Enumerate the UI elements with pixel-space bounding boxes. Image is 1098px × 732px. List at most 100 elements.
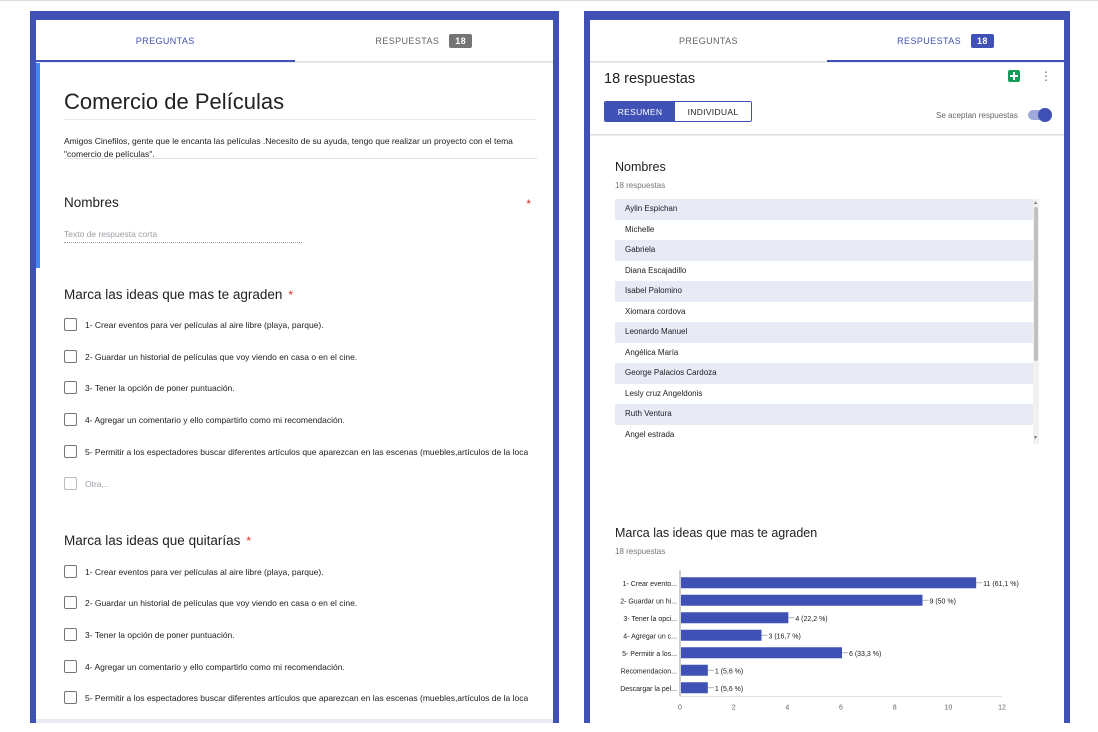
title-card[interactable]: Comercio de Películas Amigos Cinefilos, …: [36, 63, 553, 268]
list-item: Lesly cruz Angeldonis: [625, 388, 703, 398]
required-mark: *: [288, 288, 294, 302]
panel-frame-top: [30, 11, 559, 20]
option-label: 2- Guardar un historial de películas que…: [85, 597, 358, 608]
data-label: 3 (16,7 %): [769, 633, 801, 640]
accepting-responses-toggle[interactable]: [1028, 108, 1052, 122]
checkbox-option[interactable]: 3- Tener la opción de poner puntuación.: [64, 628, 235, 641]
option-label: 5- Permitir a los espectadores buscar di…: [85, 692, 529, 703]
required-mark: *: [246, 534, 252, 548]
tab-responses[interactable]: RESPUESTAS 18: [295, 20, 554, 61]
bar-chart: 1- Crear evento... 11 (61,1 %) 2- Guardar …: [620, 570, 1019, 712]
checkbox-option[interactable]: 5- Permitir a los espectadores buscar di…: [64, 691, 528, 704]
question-2-text: Marca las ideas que mas te agraden: [64, 287, 283, 302]
checkbox-option[interactable]: 2- Guardar un historial de películas que…: [64, 596, 357, 609]
option-label: 4- Agregar un comentario y ello comparti…: [85, 414, 345, 425]
option-label: 1- Crear eventos para ver películas al a…: [85, 566, 324, 577]
option-label: 3- Tener la opción de poner puntuación.: [85, 629, 235, 640]
checkbox-option[interactable]: 4- Agregar un comentario y ello comparti…: [64, 413, 345, 426]
title-divider: [64, 119, 537, 120]
option-label: Otra...: [85, 478, 109, 489]
responses-tabs: PREGUNTAS RESPUESTAS 18: [590, 20, 1064, 62]
more-vert-icon[interactable]: ⋮: [1040, 69, 1052, 83]
chart-card-title: Marca las ideas que mas te agraden: [615, 526, 818, 540]
checkbox-icon[interactable]: [64, 628, 77, 641]
option-label: 4- Agregar un comentario y ello comparti…: [85, 661, 345, 672]
data-label: 6 (33,3 %): [849, 651, 881, 658]
checkbox-icon[interactable]: [64, 596, 77, 609]
bar: [681, 647, 842, 659]
list-item: Gabriela: [615, 240, 1037, 261]
x-tick-label: 6: [839, 705, 843, 712]
checkbox-option[interactable]: 5- Permitir a los espectadores buscar di…: [64, 445, 528, 458]
x-tick-label: 12: [998, 705, 1006, 712]
data-label: 9 (50 %): [930, 598, 956, 605]
checkbox-option[interactable]: 2- Guardar un historial de películas que…: [64, 350, 357, 363]
form-description[interactable]: Amigos Cinefilos, gente que le encanta l…: [64, 136, 513, 159]
question-title-agraden[interactable]: Marca las ideas que mas te agraden *: [64, 287, 293, 302]
panel-frame-top: [584, 11, 1070, 20]
question-3-text: Marca las ideas que quitarías: [64, 533, 241, 548]
question-title-nombres[interactable]: Nombres: [64, 195, 119, 210]
option-label: 2- Guardar un historial de películas que…: [85, 351, 358, 362]
responses-header: 18 respuestas ⋮ RESUMEN INDIVIDUAL Se ac…: [590, 63, 1064, 135]
list-item: Aylin Espichan: [615, 199, 1037, 220]
checkbox-icon[interactable]: [64, 350, 77, 363]
names-card-subtitle: 18 respuestas: [615, 181, 666, 190]
category-label: 5- Permitir a los...: [622, 651, 677, 658]
tab-questions[interactable]: PREGUNTAS: [590, 20, 827, 61]
tab-questions[interactable]: PREGUNTAS: [36, 20, 295, 62]
checkbox-icon[interactable]: [64, 691, 77, 704]
names-list[interactable]: Aylin Espichan Michelle Gabriela Diana E…: [615, 199, 1039, 444]
individual-button[interactable]: INDIVIDUAL: [675, 102, 751, 121]
checkbox-option-other[interactable]: Otra...: [64, 477, 109, 490]
x-tick-label: 0: [678, 705, 682, 712]
panel-frame-right: [553, 11, 559, 723]
editor-tabs: PREGUNTAS RESPUESTAS 18: [36, 20, 553, 62]
form-title[interactable]: Comercio de Películas: [64, 89, 285, 114]
list-item: Michelle: [625, 224, 655, 234]
bar: [681, 629, 762, 641]
response-count-badge: 18: [971, 33, 994, 48]
checkbox-option[interactable]: 3- Tener la opción de poner puntuación.: [64, 381, 235, 394]
x-tick-label: 4: [785, 705, 789, 712]
checkbox-icon[interactable]: [64, 477, 77, 490]
bar: [681, 594, 923, 606]
bar: [681, 664, 708, 676]
question-title-quitarias[interactable]: Marca las ideas que quitarías *: [64, 533, 251, 548]
list-item: George Palacios Cardoza: [615, 363, 1037, 384]
x-tick-label: 8: [893, 705, 897, 712]
tab-responses[interactable]: RESPUESTAS 18: [827, 20, 1064, 62]
tab-questions-label: PREGUNTAS: [135, 35, 195, 46]
checkbox-icon[interactable]: [64, 318, 77, 331]
checkbox-icon[interactable]: [64, 381, 77, 394]
list-item: Leonardo Manuel: [615, 322, 1037, 343]
data-label: 11 (61,1 %): [983, 581, 1019, 588]
x-tick-label: 2: [732, 705, 736, 712]
scroll-up-icon[interactable]: ▲: [1033, 200, 1038, 206]
checkbox-option[interactable]: 4- Agregar un comentario y ello comparti…: [64, 660, 345, 673]
checkbox-option[interactable]: 1- Crear eventos para ver películas al a…: [64, 565, 324, 578]
x-tick-label: 10: [944, 705, 952, 712]
checkbox-icon[interactable]: [64, 565, 77, 578]
scrollbar[interactable]: ▲ ▼: [1033, 199, 1039, 444]
category-label: Descargar la pel...: [620, 686, 677, 693]
category-label: 2- Guardar un hi...: [620, 598, 677, 605]
checkbox-icon[interactable]: [64, 660, 77, 673]
data-label: 1 (5,6 %): [715, 668, 743, 675]
summary-button[interactable]: RESUMEN: [605, 102, 675, 121]
scroll-down-icon[interactable]: ▼: [1033, 435, 1038, 441]
response-count-title: 18 respuestas: [604, 71, 696, 87]
checkbox-option[interactable]: 1- Crear eventos para ver películas al a…: [64, 318, 324, 331]
tab-responses-label: RESPUESTAS: [375, 35, 440, 46]
list-item: Xiomara cordova: [625, 306, 686, 316]
top-divider: [0, 0, 1098, 1]
bar: [681, 612, 789, 624]
category-label: 4- Agregar un c...: [623, 633, 677, 640]
panel-frame-right: [1064, 11, 1070, 723]
short-answer-placeholder[interactable]: Texto de respuesta corta: [64, 229, 302, 243]
scrollbar-thumb[interactable]: [1034, 207, 1038, 361]
sheets-icon[interactable]: [1008, 70, 1020, 82]
checkbox-icon[interactable]: [64, 413, 77, 426]
checkbox-icon[interactable]: [64, 445, 77, 458]
tab-questions-label: PREGUNTAS: [679, 35, 738, 46]
